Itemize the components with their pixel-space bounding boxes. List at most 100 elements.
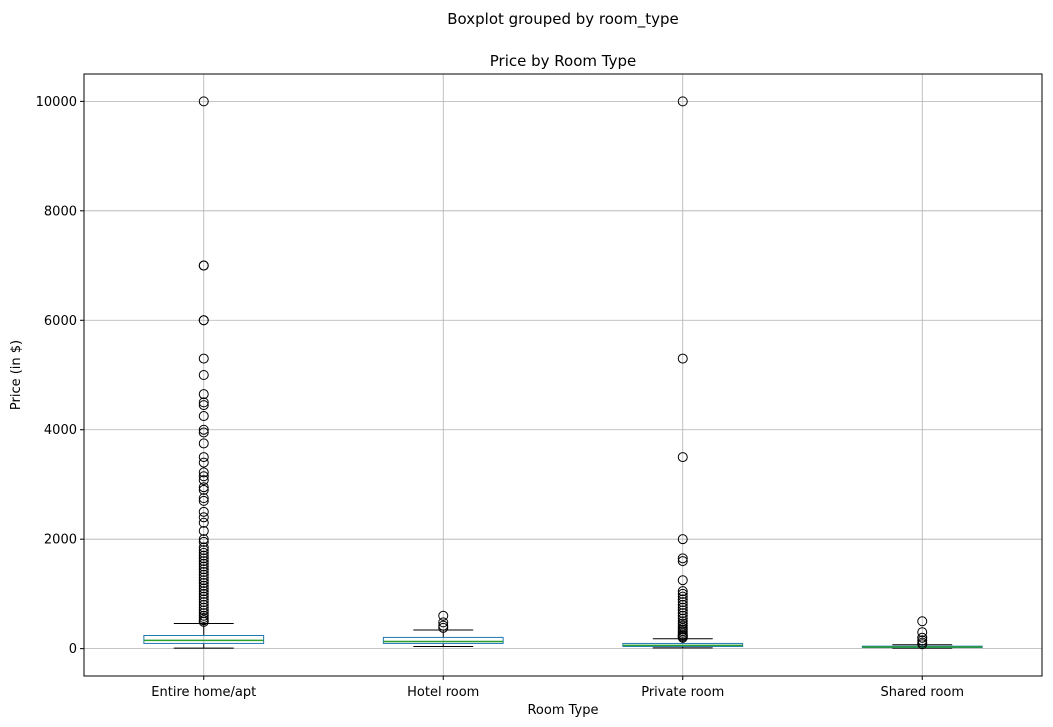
outlier-point <box>198 556 209 567</box>
y-tick-label: 2000 <box>44 533 77 548</box>
outlier-point <box>677 452 688 463</box>
y-tick-label: 10000 <box>36 95 77 110</box>
outlier-point <box>198 471 209 482</box>
outlier-point <box>198 594 209 605</box>
outlier-point <box>677 96 688 107</box>
y-axis-label: Price (in $) <box>9 340 24 410</box>
outlier-point <box>198 610 209 621</box>
outlier-point <box>198 586 209 597</box>
outlier-point <box>198 599 209 610</box>
outlier-point <box>198 547 209 558</box>
outlier-point <box>198 484 209 495</box>
grid-layer <box>84 74 1042 676</box>
outlier-point <box>198 457 209 468</box>
outlier-point <box>198 506 209 517</box>
outlier-point <box>198 512 209 523</box>
x-tick-label: Private room <box>641 685 724 700</box>
outlier-point <box>677 575 688 586</box>
outlier-point <box>198 588 209 599</box>
outlier-point <box>677 610 688 621</box>
outlier-point <box>438 617 449 628</box>
outlier-point <box>198 583 209 594</box>
box-layer <box>143 96 983 650</box>
outlier-point <box>198 567 209 578</box>
outlier-point <box>198 400 209 411</box>
outlier-point <box>198 452 209 463</box>
outlier-point <box>198 572 209 583</box>
outlier-point <box>198 493 209 504</box>
outlier-point <box>198 353 209 364</box>
box-group <box>143 96 265 649</box>
box-group <box>382 610 504 647</box>
outlier-point <box>917 616 928 627</box>
outlier-point <box>677 605 688 616</box>
outlier-point <box>198 534 209 545</box>
box-group <box>861 616 983 650</box>
outlier-point <box>198 411 209 422</box>
outlier-point <box>677 591 688 602</box>
y-tick-label: 0 <box>69 642 77 657</box>
y-tick-label: 8000 <box>44 204 77 219</box>
tick-layer: 0 2000 4000 6000 8000 10000 Entire home/apt Hot… <box>36 95 964 700</box>
outlier-point <box>198 424 209 435</box>
outlier-point <box>917 639 928 650</box>
outlier-point <box>198 605 209 616</box>
chart-suptitle: Boxplot grouped by room_type <box>447 10 678 29</box>
outlier-point <box>198 467 209 478</box>
y-tick-label: 4000 <box>44 423 77 438</box>
outlier-point <box>198 569 209 580</box>
outlier-point <box>198 525 209 536</box>
outlier-point <box>677 599 688 610</box>
outlier-point <box>198 482 209 493</box>
outlier-point <box>198 597 209 608</box>
outlier-point <box>198 536 209 547</box>
outlier-point <box>198 591 209 602</box>
outlier-point <box>198 517 209 528</box>
outlier-point <box>198 427 209 438</box>
x-tick-label: Entire home/apt <box>151 685 256 700</box>
outlier-point <box>198 370 209 380</box>
outlier-point <box>677 588 688 599</box>
outlier-point <box>198 260 209 271</box>
outlier-point <box>198 495 209 506</box>
box-group <box>622 96 744 649</box>
outlier-point <box>198 575 209 586</box>
outlier-point <box>198 553 209 564</box>
outlier-point <box>198 315 209 326</box>
plot-frame <box>83 73 1043 677</box>
outlier-point <box>917 632 928 643</box>
outlier-point <box>198 612 209 623</box>
outlier-point <box>677 534 688 545</box>
outlier-point <box>198 545 209 556</box>
outlier-point <box>198 602 209 613</box>
outlier-point <box>198 389 209 400</box>
outlier-point <box>198 542 209 553</box>
outlier-point <box>677 597 688 608</box>
outlier-point <box>677 556 688 567</box>
iqr-box <box>143 635 265 644</box>
outlier-point <box>198 397 209 408</box>
outlier-point <box>198 561 209 572</box>
outlier-point <box>677 586 688 597</box>
outlier-point <box>198 616 209 627</box>
outlier-point <box>198 438 209 449</box>
outlier-point <box>677 594 688 605</box>
outlier-point <box>198 96 209 107</box>
outlier-point <box>677 353 688 364</box>
outlier-point <box>677 602 688 613</box>
outlier-point <box>677 608 688 619</box>
outlier-point <box>917 635 928 646</box>
outlier-point <box>198 564 209 575</box>
outlier-point <box>677 632 688 643</box>
outlier-point <box>677 553 688 564</box>
x-tick-label: Hotel room <box>407 685 479 700</box>
outlier-point <box>198 577 209 588</box>
x-tick-label: Shared room <box>880 685 964 700</box>
outlier-point <box>198 580 209 591</box>
outlier-point <box>198 475 209 486</box>
outlier-point <box>677 616 688 627</box>
outlier-point <box>438 610 449 621</box>
outlier-point <box>917 627 928 638</box>
